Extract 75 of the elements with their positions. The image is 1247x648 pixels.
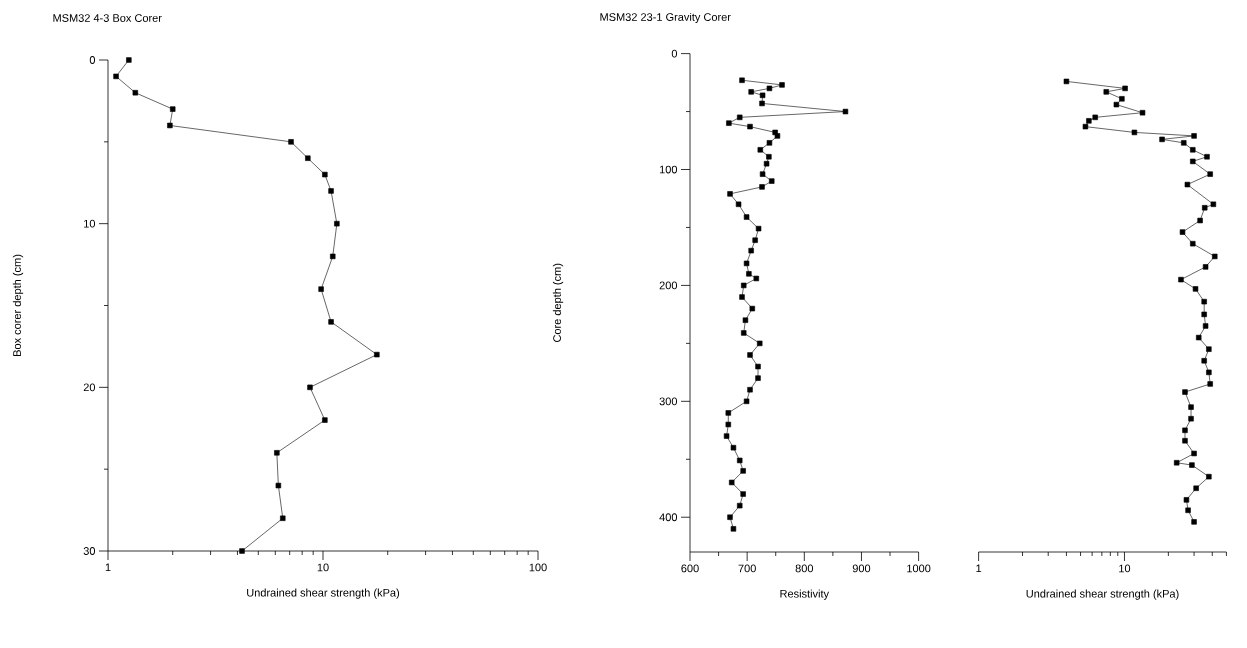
point xyxy=(769,178,775,184)
point xyxy=(730,526,737,532)
point xyxy=(729,479,735,486)
point xyxy=(759,184,765,190)
point xyxy=(779,82,785,88)
x-tick-label: 10 xyxy=(1119,564,1131,573)
point xyxy=(766,154,772,160)
point xyxy=(766,140,773,146)
y-tick-label: 0 xyxy=(89,56,96,64)
point xyxy=(743,214,750,220)
y-tick-label: 0 xyxy=(671,49,678,58)
x-tick-label: 600 xyxy=(681,564,699,573)
x-tick-label: 100 xyxy=(529,563,547,572)
point xyxy=(748,247,754,254)
point xyxy=(739,294,745,300)
point xyxy=(739,77,745,83)
point xyxy=(747,123,753,130)
point xyxy=(842,108,849,115)
chart-title: MSM32 23-1 Gravity Corer xyxy=(600,12,731,24)
point xyxy=(752,237,758,243)
point xyxy=(727,191,733,197)
point xyxy=(747,352,753,358)
x-tick-label: 1 xyxy=(105,563,111,572)
x-tick-label: 1000 xyxy=(907,564,931,573)
x-axis-title: Resistivity xyxy=(780,589,830,600)
point xyxy=(737,502,743,509)
point xyxy=(725,421,731,428)
y-axis-title: Core depth (cm) xyxy=(552,263,564,342)
y-tick-label: 300 xyxy=(659,397,678,406)
point xyxy=(740,491,746,497)
point xyxy=(763,161,770,167)
point xyxy=(774,133,781,139)
point xyxy=(741,330,747,336)
point xyxy=(723,433,730,439)
point xyxy=(737,114,743,121)
x-tick-label: 700 xyxy=(738,564,756,573)
y-tick-label: 30 xyxy=(83,547,96,555)
point xyxy=(740,468,746,474)
point xyxy=(743,260,750,267)
x-axis-title: Undrained shear strength (kPa) xyxy=(247,588,400,599)
y-tick-label: 400 xyxy=(659,513,678,522)
point xyxy=(725,410,731,416)
x-tick-label: 800 xyxy=(795,564,814,573)
point xyxy=(727,514,733,520)
point xyxy=(748,89,754,95)
point xyxy=(735,201,742,207)
x-tick-label: 10 xyxy=(317,563,329,572)
y-tick-label: 200 xyxy=(659,281,678,290)
chart-title: MSM32 4-3 Box Corer xyxy=(53,14,162,22)
point xyxy=(755,225,762,232)
y-axis-title: Box corer depth (cm) xyxy=(12,254,24,356)
point xyxy=(746,271,752,277)
point xyxy=(747,387,753,393)
point xyxy=(755,363,761,370)
point xyxy=(766,85,773,92)
point xyxy=(749,305,755,312)
point xyxy=(759,92,766,99)
x-tick-label: 1 xyxy=(976,564,982,573)
point xyxy=(726,120,732,126)
y-tick-label: 20 xyxy=(83,383,96,392)
x-tick-label: 900 xyxy=(852,564,871,573)
point xyxy=(757,340,763,347)
y-tick-label: 100 xyxy=(659,165,678,174)
point xyxy=(755,375,761,381)
point xyxy=(737,457,743,464)
point xyxy=(757,147,763,153)
point xyxy=(753,275,759,282)
point xyxy=(742,317,749,323)
point xyxy=(759,171,766,177)
point xyxy=(730,444,737,451)
point xyxy=(741,282,747,289)
point xyxy=(743,398,750,405)
x-axis-title: Undrained shear strength (kPa) xyxy=(1026,589,1179,600)
y-tick-label: 10 xyxy=(84,219,96,228)
point xyxy=(759,100,765,107)
